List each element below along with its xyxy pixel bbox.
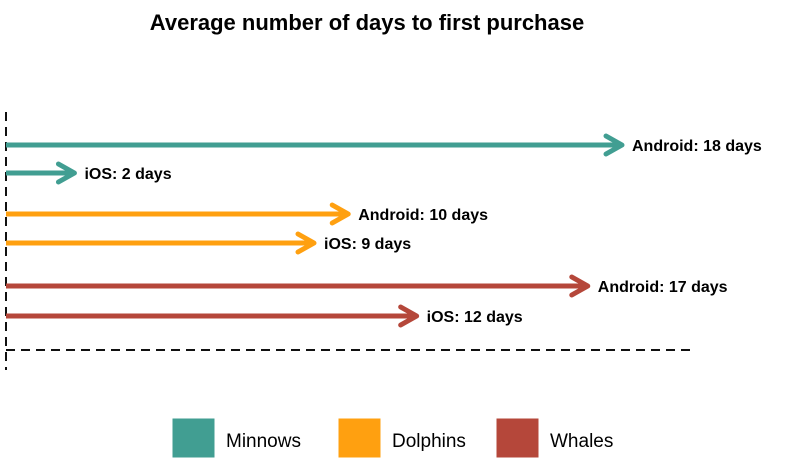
legend-label: Minnows bbox=[226, 431, 301, 452]
legend-label: Dolphins bbox=[392, 431, 466, 452]
legend-swatch bbox=[172, 418, 215, 458]
legend-item-dolphins: Dolphins bbox=[338, 418, 466, 458]
data-label: iOS: 12 days bbox=[427, 309, 523, 326]
arrow-head bbox=[329, 202, 351, 226]
data-label: iOS: 2 days bbox=[84, 166, 171, 183]
arrow-dolphins-android: Android: 10 days bbox=[6, 202, 488, 226]
chart-title: Average number of days to first purchase bbox=[150, 10, 584, 35]
arrow-head bbox=[603, 133, 625, 157]
legend-swatch bbox=[338, 418, 381, 458]
arrow-head bbox=[398, 304, 420, 328]
arrow-head bbox=[55, 161, 77, 185]
arrow-whales-ios: iOS: 12 days bbox=[6, 304, 523, 328]
arrow-minnows-ios: iOS: 2 days bbox=[6, 161, 172, 185]
legend-label: Whales bbox=[550, 431, 613, 452]
arrow-head bbox=[295, 231, 317, 255]
data-label: iOS: 9 days bbox=[324, 236, 411, 253]
data-label: Android: 10 days bbox=[358, 207, 488, 224]
arrow-minnows-android: Android: 18 days bbox=[6, 133, 762, 157]
arrow-head bbox=[569, 274, 591, 298]
legend-item-minnows: Minnows bbox=[172, 418, 301, 458]
legend-item-whales: Whales bbox=[496, 418, 613, 458]
data-label: Android: 18 days bbox=[632, 138, 762, 155]
arrow-dolphins-ios: iOS: 9 days bbox=[6, 231, 411, 255]
arrow-whales-android: Android: 17 days bbox=[6, 274, 728, 298]
data-label: Android: 17 days bbox=[598, 279, 728, 296]
legend-swatch bbox=[496, 418, 539, 458]
